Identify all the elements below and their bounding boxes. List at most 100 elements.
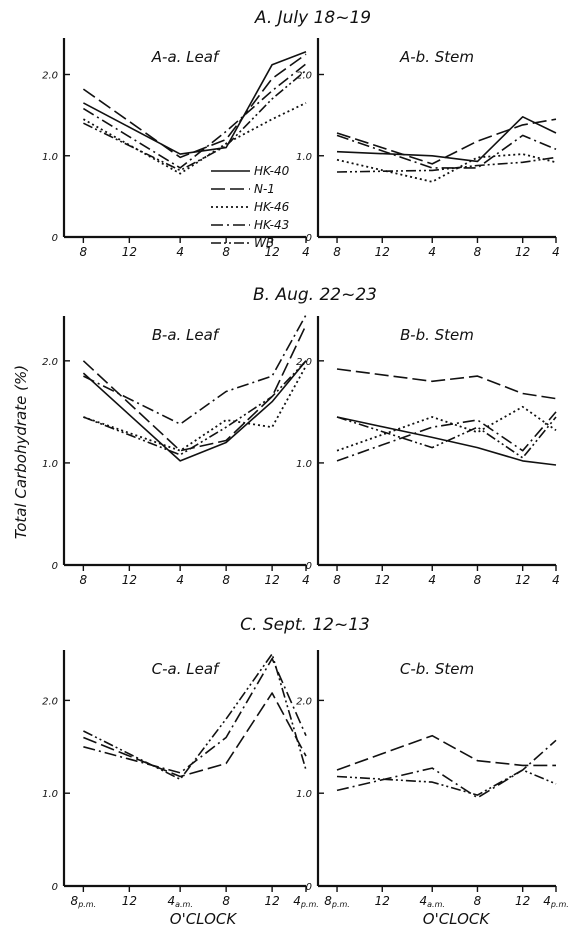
series-line-wb xyxy=(336,416,557,459)
series-line-wb xyxy=(336,156,557,173)
x-tick-label: 4a.m. xyxy=(167,894,192,909)
y-tick-label: 0 xyxy=(306,233,312,244)
series-line-hk-40 xyxy=(82,360,307,462)
legend-label-n-1: N-1 xyxy=(254,182,275,196)
y-tick-label: 2.0 xyxy=(42,71,58,82)
series-line-hk-43 xyxy=(83,314,307,425)
x-tick-label: 8 xyxy=(80,573,88,587)
x-tick-label: 4p.m. xyxy=(293,894,319,909)
x-tick-label: 8 xyxy=(80,245,88,259)
series-line-n-1 xyxy=(336,734,556,771)
section-title: C. Sept. 12~13 xyxy=(240,615,370,635)
x-tick-label: 12 xyxy=(264,894,279,908)
x-tick-label: 12 xyxy=(122,573,137,587)
legend-label-hk-43: HK-43 xyxy=(254,218,289,232)
x-tick-label: 4 xyxy=(176,245,184,259)
legend-label-hk-46: HK-46 xyxy=(254,200,290,214)
series-line-n-1 xyxy=(336,118,557,165)
x-tick-suffix: a.m. xyxy=(175,900,193,909)
legend-label-wb: WB xyxy=(254,236,274,250)
x-tick-label: 8 xyxy=(222,573,230,587)
x-tick-label: 12 xyxy=(264,573,279,587)
x-tick-label: 4p.m. xyxy=(543,894,569,909)
x-tick-label: 12 xyxy=(515,245,530,259)
x-tick-suffix: p.m. xyxy=(550,900,569,909)
legend-label-hk-40: HK-40 xyxy=(254,164,290,178)
chart-panel-4: B-b. Stem 0 1.0 2.0 8 12 4 8 12 4 xyxy=(296,316,560,587)
x-tick-label: 8 xyxy=(222,894,230,908)
y-tick-label: 0 xyxy=(306,882,312,893)
x-tick-label: 4a.m. xyxy=(420,894,445,909)
x-tick-suffix: a.m. xyxy=(427,900,445,909)
series-line-wb xyxy=(83,360,307,456)
y-tick-label: 0 xyxy=(52,882,58,893)
y-tick-label: 1.0 xyxy=(296,459,312,470)
chart-panel-5: C. Sept. 12~13 C-a. Leaf 0 1.0 2.0 8 p.m. 12 4a.… xyxy=(42,615,370,909)
x-tick-label: 4 xyxy=(302,245,310,259)
y-tick-label: 0 xyxy=(52,561,58,572)
x-tick-label: 8 xyxy=(222,245,230,259)
y-tick-label: 1.0 xyxy=(42,789,58,800)
panel-title: C-b. Stem xyxy=(400,660,474,678)
panel-title: B-b. Stem xyxy=(400,326,474,344)
series-line-hk-46 xyxy=(336,405,557,452)
series-line-wb xyxy=(83,653,307,781)
x-tick-label: 4 xyxy=(428,573,436,587)
x-tick-label: 12 xyxy=(375,245,390,259)
x-tick-label: 8 xyxy=(474,573,482,587)
panel-title: C-a. Leaf xyxy=(152,660,221,678)
x-tick-label: 4 xyxy=(302,573,310,587)
x-tick-label: 8 xyxy=(474,245,482,259)
x-tick-label: 4 xyxy=(552,245,560,259)
panel-title: B-a. Leaf xyxy=(152,326,221,344)
y-tick-label: 2.0 xyxy=(42,696,58,707)
y-tick-label: 1.0 xyxy=(42,152,58,163)
series-line-hk-43 xyxy=(83,657,307,774)
chart-panel-2: A-b. Stem 0 1.0 2.0 8 12 4 8 12 4 xyxy=(296,38,560,259)
chart-panel-6: C-b. Stem 0 1.0 2.0 8p.m. 12 4a.m. 8 12 4p.m. xyxy=(296,650,569,909)
y-tick-label: 1.0 xyxy=(296,789,312,800)
y-tick-label: 2.0 xyxy=(42,357,58,368)
x-tick-label: 12 xyxy=(122,245,137,259)
x-tick-label: 12 xyxy=(515,894,530,908)
chart-panel-3: B. Aug. 22~23 B-a. Leaf 0 1.0 2.0 8 12 4 8 12 4 xyxy=(42,285,377,587)
series-line-wb xyxy=(83,69,307,172)
series-line-hk-43 xyxy=(336,134,557,169)
x-tick-label: 4 xyxy=(552,573,560,587)
y-tick-label: 2.0 xyxy=(296,357,312,368)
series-line-n-1 xyxy=(83,692,307,778)
series-line-wb xyxy=(336,769,557,796)
y-tick-label: 2.0 xyxy=(296,696,312,707)
series-line-hk-46 xyxy=(336,153,557,183)
y-tick-label: 1.0 xyxy=(296,152,312,163)
x-tick-label: 8 xyxy=(474,894,482,908)
x-tick-label: 12 xyxy=(515,573,530,587)
x-tick-suffix: p.m. xyxy=(300,900,319,909)
x-axis-label-left: O'CLOCK xyxy=(170,910,238,928)
series-line-hk-43 xyxy=(336,411,557,462)
x-tick-label: 4 xyxy=(428,245,436,259)
x-tick-label: 12 xyxy=(264,245,279,259)
section-title: A. July 18~19 xyxy=(254,8,371,28)
series-line-hk-43 xyxy=(82,63,307,169)
x-tick-label: 8 xyxy=(333,245,341,259)
series-line-n-1 xyxy=(82,324,307,452)
series-line-n-1 xyxy=(82,53,307,159)
x-tick-label: 12 xyxy=(375,573,390,587)
x-tick-suffix: p.m. xyxy=(77,900,96,909)
y-axis-label: Total Carbohydrate (%) xyxy=(12,365,30,539)
x-tick-label: 4 xyxy=(176,573,184,587)
series-line-hk-43 xyxy=(336,739,557,799)
x-tick-suffix: p.m. xyxy=(331,900,350,909)
x-axis-label-right: O'CLOCK xyxy=(423,910,491,928)
y-tick-label: 1.0 xyxy=(42,459,58,470)
y-tick-label: 0 xyxy=(306,561,312,572)
series-line-hk-40 xyxy=(83,51,307,155)
series-line-n-1 xyxy=(336,368,557,400)
x-tick-label: 12 xyxy=(375,894,390,908)
series-line-hk-46 xyxy=(83,365,307,452)
y-tick-label: 0 xyxy=(52,233,58,244)
x-tick-label: 8 xyxy=(333,573,341,587)
section-title: B. Aug. 22~23 xyxy=(253,285,377,305)
